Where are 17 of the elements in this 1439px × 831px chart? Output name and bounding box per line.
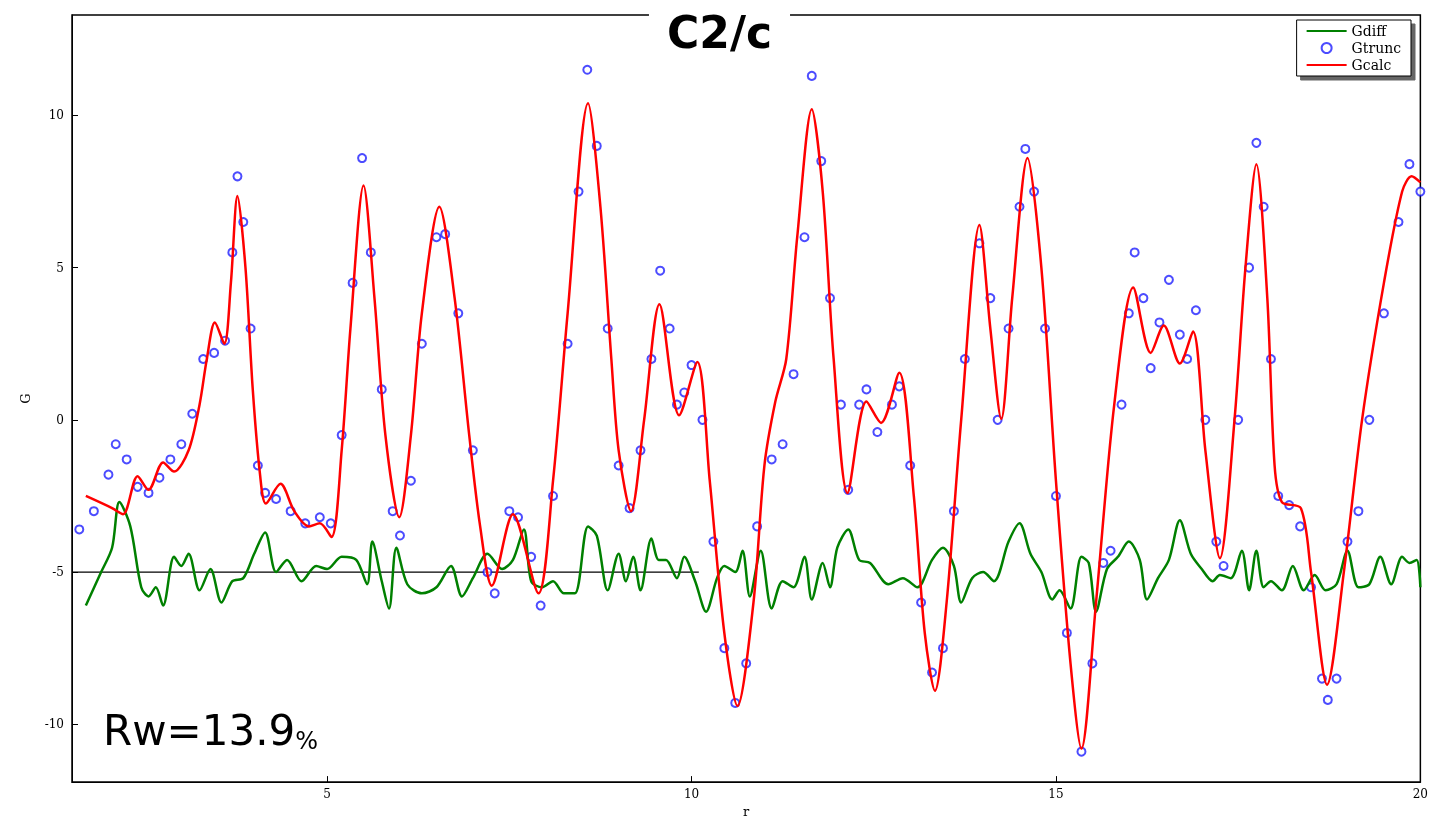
y-tick-label: -5 [52, 565, 64, 580]
annotation: Rw=13.9% [103, 705, 319, 755]
legend-label: Gcalc [1351, 57, 1392, 73]
y-axis-title: G [18, 393, 33, 404]
y-tick-label: 10 [48, 108, 64, 123]
y-tick-label: 0 [56, 412, 64, 427]
y-tick-label: 5 [56, 260, 64, 275]
legend-label: Gdiff [1351, 23, 1388, 39]
chart-title: C2/c [666, 6, 773, 58]
x-tick-label: 20 [1412, 787, 1429, 802]
x-tick-label: 10 [683, 787, 700, 802]
line-series [84, 500, 1422, 613]
y-tick-label: -10 [44, 717, 64, 732]
x-tick-label: 15 [1048, 787, 1064, 802]
x-axis-title: r [743, 804, 751, 819]
legend-label: Gtrunc [1351, 40, 1402, 56]
x-tick-label: 5 [323, 787, 331, 802]
